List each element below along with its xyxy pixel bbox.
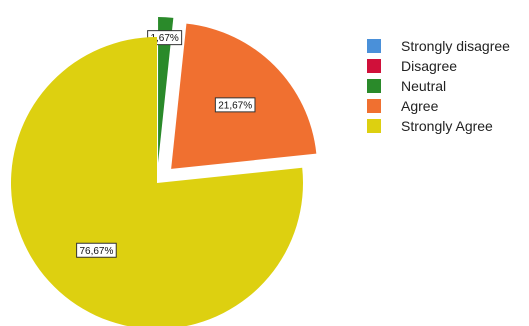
legend-item-disagree: Disagree bbox=[367, 56, 510, 76]
legend-swatch-strongly-disagree bbox=[367, 39, 381, 53]
data-label-text-neutral: 1,67% bbox=[150, 33, 178, 44]
legend-item-agree: Agree bbox=[367, 96, 510, 116]
data-label-strongly-agree: 76,67% bbox=[76, 242, 117, 258]
legend-item-neutral: Neutral bbox=[367, 76, 510, 96]
legend-label-disagree: Disagree bbox=[401, 58, 458, 74]
legend-label-strongly-agree: Strongly Agree bbox=[401, 118, 493, 134]
legend-swatch-neutral bbox=[367, 79, 381, 93]
data-label-agree: 21,67% bbox=[214, 97, 256, 113]
legend-swatch-strongly-agree bbox=[367, 119, 381, 133]
data-label-box-agree bbox=[214, 97, 256, 113]
legend-swatch-agree bbox=[367, 99, 381, 113]
data-label-box-strongly-agree bbox=[76, 242, 117, 258]
legend-item-strongly-agree: Strongly Agree bbox=[367, 116, 510, 136]
data-label-text-agree: 21,67% bbox=[218, 100, 252, 111]
legend-item-strongly-disagree: Strongly disagree bbox=[367, 36, 510, 56]
pie-slice-neutral bbox=[158, 17, 174, 164]
data-label-text-strongly-agree: 76,67% bbox=[79, 246, 113, 257]
legend-label-strongly-disagree: Strongly disagree bbox=[401, 38, 510, 54]
legend-label-agree: Agree bbox=[401, 98, 439, 114]
legend-label-neutral: Neutral bbox=[401, 78, 447, 94]
chart-legend: Strongly disagree Disagree Neutral Agree… bbox=[367, 36, 510, 136]
legend-swatch-disagree bbox=[367, 59, 381, 73]
pie-slice-agree bbox=[171, 23, 317, 169]
